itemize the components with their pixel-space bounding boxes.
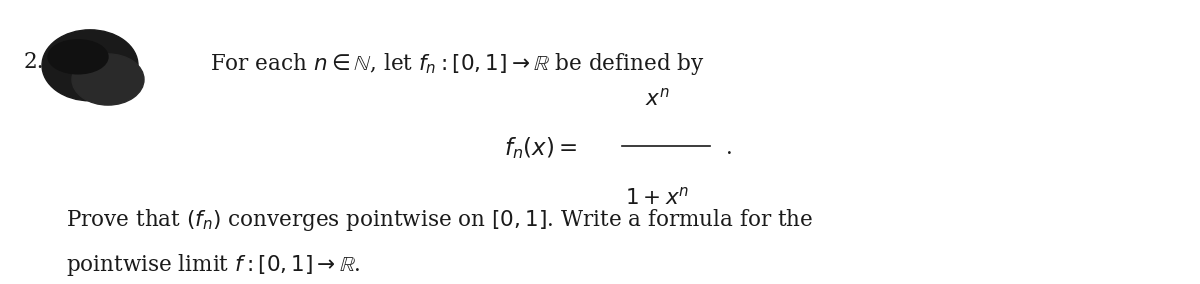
Ellipse shape (42, 30, 138, 101)
Text: Prove that $(f_n)$ converges pointwise on $[0, 1]$. Write a formula for the: Prove that $(f_n)$ converges pointwise o… (66, 207, 814, 233)
Text: .: . (726, 137, 733, 159)
Text: 2.: 2. (24, 51, 44, 73)
Text: $1 + x^n$: $1 + x^n$ (625, 188, 690, 210)
Text: $x^n$: $x^n$ (646, 88, 670, 110)
Ellipse shape (48, 40, 108, 74)
Text: pointwise limit $f : [0, 1] \rightarrow \mathbb{R}$.: pointwise limit $f : [0, 1] \rightarrow … (66, 252, 361, 278)
Ellipse shape (72, 54, 144, 105)
Text: For each $n \in \mathbb{N}$, let $f_n : [0, 1] \rightarrow \mathbb{R}$ be define: For each $n \in \mathbb{N}$, let $f_n : … (210, 51, 704, 77)
Text: $f_n(x) = $: $f_n(x) = $ (504, 135, 577, 161)
